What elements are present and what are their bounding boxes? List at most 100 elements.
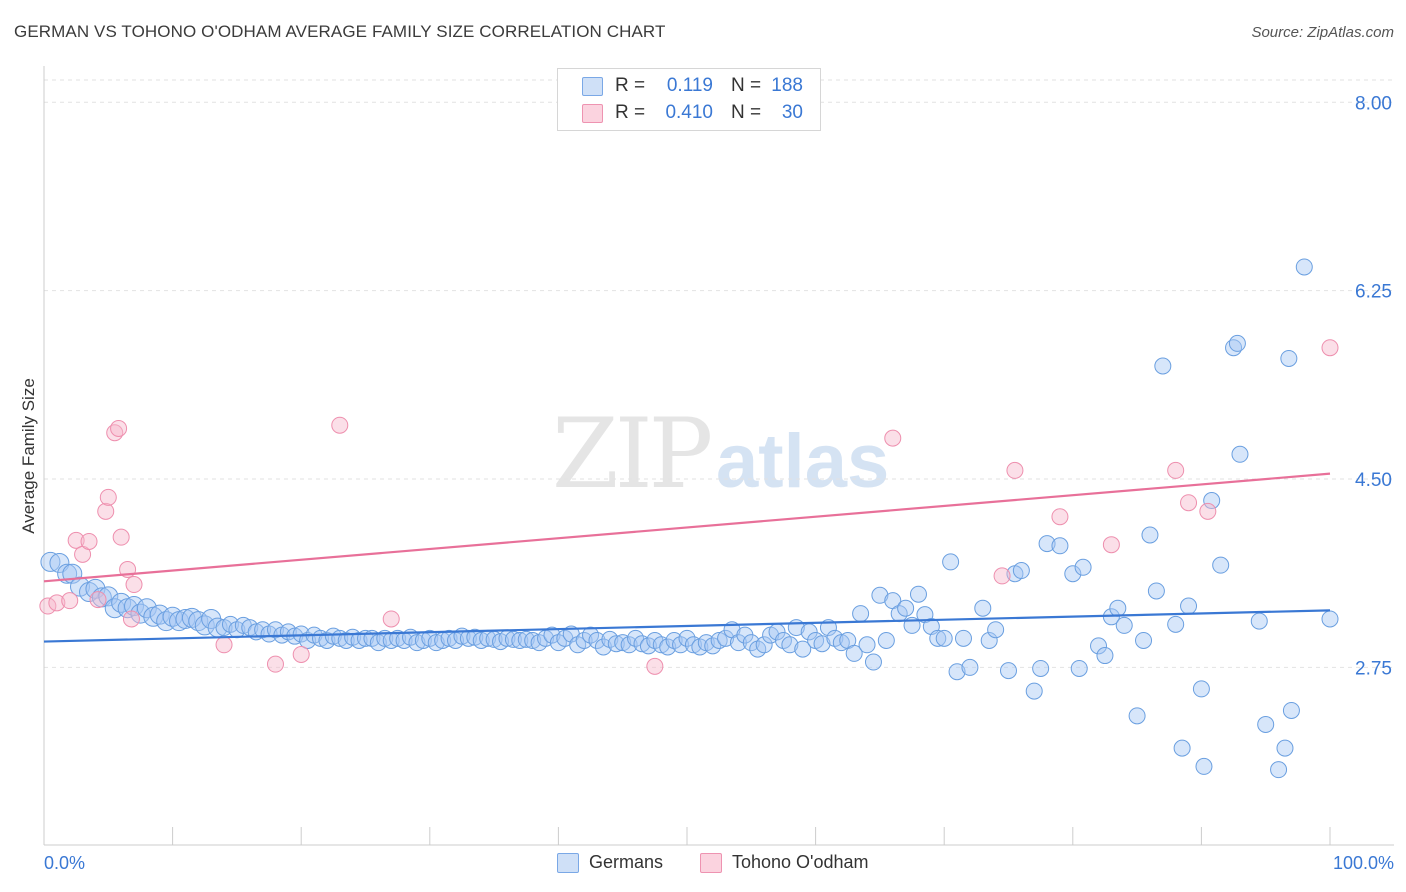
- tohono-point: [48, 594, 66, 612]
- germans-point: [1192, 680, 1210, 698]
- tohono-point: [331, 416, 349, 434]
- y-tick-labels: 2.75 4.50 6.25 8.00: [1355, 93, 1392, 679]
- source-label: Source: ZipAtlas.com: [1251, 24, 1394, 41]
- germans-point: [350, 631, 368, 649]
- legend-r-value: 0.119: [666, 75, 713, 96]
- germans-trend-line: [43, 609, 1331, 643]
- y-tick-label: 4.50: [1355, 470, 1392, 491]
- y-tick-label: 6.25: [1355, 282, 1392, 303]
- germans-point: [1141, 526, 1159, 544]
- tohono-point: [1180, 494, 1198, 512]
- legend-n-label: N =: [731, 75, 762, 96]
- germans-point: [1135, 631, 1153, 649]
- y-tick-label: 2.75: [1355, 658, 1392, 679]
- germans-point: [1147, 582, 1165, 600]
- tohono-point: [99, 488, 117, 506]
- germans-point: [1115, 616, 1133, 634]
- y-axis-label: Average Family Size: [19, 378, 38, 534]
- germans-point: [1000, 662, 1017, 680]
- germans-point: [684, 636, 702, 654]
- germans-point: [858, 636, 876, 654]
- germans-point: [961, 658, 979, 676]
- tohono-point: [884, 429, 902, 447]
- series-legend-tohono: Tohono O'odham: [700, 852, 869, 873]
- tohono-point: [1006, 461, 1024, 479]
- germans-point: [864, 653, 882, 671]
- germans-point: [1321, 610, 1339, 628]
- germans-point: [1212, 556, 1230, 574]
- germans-point: [710, 631, 728, 649]
- axes: [43, 66, 1394, 846]
- germans-point: [1167, 615, 1185, 633]
- germans-point: [717, 629, 735, 647]
- series-legend-germans: Germans: [557, 852, 663, 873]
- tohono-point: [67, 531, 85, 549]
- germans-point: [980, 631, 998, 649]
- tohono-point: [266, 655, 284, 673]
- legend-row-germans: R = 0.119 N = 188: [582, 74, 803, 98]
- germans-point: [1032, 659, 1050, 677]
- germans-point: [897, 599, 915, 617]
- germans-point: [1231, 445, 1249, 463]
- legend-swatch-germans: [582, 76, 603, 96]
- germans-point: [948, 663, 966, 681]
- germans-point: [1051, 537, 1069, 555]
- germans-point: [852, 605, 870, 623]
- germans-point: [1128, 707, 1146, 725]
- germans-point: [832, 634, 850, 652]
- watermark-atlas: atlas: [716, 419, 890, 504]
- germans-point: [678, 629, 696, 647]
- germans-point: [1250, 612, 1268, 630]
- tohono-point: [39, 597, 57, 615]
- germans-point: [987, 621, 1005, 639]
- germans-point: [607, 635, 625, 653]
- germans-point: [1025, 682, 1043, 700]
- germans-point: [942, 553, 960, 571]
- germans-point: [98, 586, 119, 607]
- legend-n-label: N =: [731, 102, 762, 123]
- germans-point: [440, 629, 458, 647]
- germans-point: [1295, 258, 1313, 276]
- germans-point: [1154, 357, 1172, 375]
- series-legend-label: Germans: [589, 852, 664, 872]
- germans-point: [1038, 535, 1056, 553]
- legend-n-value: 188: [771, 75, 803, 96]
- germans-point: [813, 635, 831, 653]
- watermark-zip: ZIP: [552, 398, 713, 510]
- germans-point: [1109, 599, 1127, 617]
- legend-r-value: 0.410: [665, 102, 713, 123]
- germans-point: [511, 631, 529, 649]
- germans-point: [794, 640, 812, 658]
- germans-point: [175, 608, 196, 629]
- legend-row-tohono: R = 0.410 N = 30: [582, 101, 803, 125]
- tohono-point: [993, 567, 1011, 585]
- tohono-point: [110, 419, 128, 437]
- germans-point: [1270, 761, 1288, 779]
- germans-point: [652, 636, 670, 654]
- tohono-point: [1051, 508, 1069, 526]
- germans-point: [1282, 701, 1300, 719]
- germans-point: [408, 634, 426, 652]
- tohono-point: [122, 610, 140, 628]
- germans-point: [1064, 565, 1082, 583]
- germans-point: [1276, 739, 1294, 757]
- germans-point: [929, 629, 947, 647]
- series-legend-label: Tohono O'odham: [732, 852, 869, 872]
- germans-point: [111, 592, 132, 613]
- y-tick-label: 8.00: [1355, 93, 1392, 114]
- stats-legend: R = 0.119 N = 188 R = 0.410 N = 30: [557, 68, 821, 131]
- germans-point: [1173, 739, 1191, 757]
- tohono-point: [1321, 339, 1339, 357]
- germans-point: [1090, 637, 1108, 655]
- germans-point: [755, 636, 773, 654]
- legend-r-label: R =: [615, 75, 646, 96]
- tohono-point: [97, 502, 115, 520]
- germans-point: [49, 552, 70, 573]
- grid-lines: [44, 79, 1394, 668]
- germans-point: [1195, 757, 1213, 775]
- germans-point: [1257, 715, 1275, 733]
- tohono-point: [292, 645, 310, 663]
- tohono-point: [61, 592, 79, 610]
- germans-point: [871, 586, 889, 604]
